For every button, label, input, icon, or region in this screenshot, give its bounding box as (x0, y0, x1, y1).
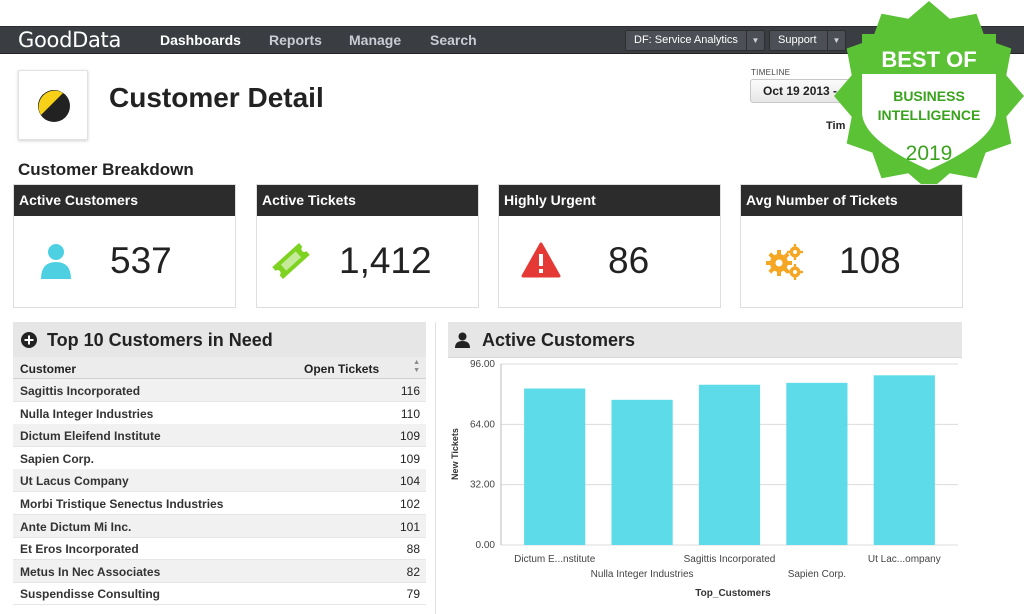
badge-ribbon (862, 34, 996, 74)
sort-icon[interactable]: ▲ ▼ (413, 359, 420, 374)
y-tick-label: 0.00 (476, 540, 496, 551)
open-tickets-cell: 104 (399, 474, 420, 489)
table-row[interactable]: Metus In Nec Associates 82 (13, 559, 426, 583)
customer-name-cell[interactable]: Dictum Eleifend Institute (20, 429, 161, 444)
open-tickets-cell: 88 (406, 542, 420, 557)
bar[interactable] (524, 388, 586, 545)
table-row[interactable]: Morbi Tristique Senectus Industries 102 (13, 492, 426, 515)
kpi-value: 86 (608, 240, 650, 281)
badge-year: 2019 (906, 142, 953, 165)
customer-name-cell[interactable]: Metus In Nec Associates (20, 564, 161, 579)
bar[interactable] (786, 382, 848, 545)
best-of-bi-badge: BEST OF BUSINESS INTELLIGENCE 2019 (834, 1, 1024, 191)
chart-panel-title: Active Customers (482, 330, 636, 350)
bar[interactable] (873, 375, 935, 545)
top-navbar: GoodData Dashboards Reports Manage Searc… (0, 26, 1024, 54)
table-row[interactable]: Nulla Integer Industries 110 (13, 402, 426, 425)
dashboard-icon-tile (18, 70, 88, 140)
customer-name-cell[interactable]: Ut Lacus Company (20, 474, 129, 489)
open-tickets-cell: 79 (406, 587, 420, 602)
section-title: Customer Breakdown (18, 160, 194, 179)
table-row[interactable]: Sapien Corp. 109 (13, 447, 426, 470)
chevron-down-icon: ▼ (746, 31, 764, 50)
kpi-label: Active Tickets (257, 185, 478, 216)
table-row[interactable]: Suspendisse Consulting 79 (13, 582, 426, 606)
table-panel-header: Top 10 Customers in Need (13, 322, 426, 358)
kpi-avg-tickets[interactable]: Avg Number of Tickets 108 (740, 184, 963, 308)
x-tick-label: Dictum E...nstitute (514, 554, 596, 565)
table-row[interactable]: Ut Lacus Company 104 (13, 469, 426, 493)
y-tick-label: 96.00 (470, 359, 495, 370)
badge-line2: BUSINESS (893, 88, 965, 104)
open-tickets-cell: 109 (399, 451, 420, 466)
bar[interactable] (698, 384, 761, 545)
open-tickets-cell: 102 (399, 497, 420, 511)
customer-name-cell[interactable]: Et Eros Incorporated (20, 542, 139, 557)
user-icon (41, 244, 71, 279)
bar[interactable] (611, 399, 673, 545)
dashboard-logo-icon (38, 90, 70, 122)
table-row[interactable]: Sagittis Incorporated 116 (13, 379, 426, 402)
user-icon (455, 332, 470, 348)
kpi-value: 537 (110, 240, 172, 281)
plus-circle-icon (21, 332, 37, 348)
table-row[interactable]: Ante Dictum Mi Inc. 101 (13, 514, 426, 538)
column-header-open-tickets[interactable]: Open Tickets (304, 362, 380, 376)
kpi-value: 108 (839, 240, 901, 281)
y-tick-label: 32.00 (470, 480, 495, 491)
nav-manage[interactable]: Manage (349, 32, 402, 48)
project-selector-button[interactable]: DF: Service Analytics ▼ (625, 30, 765, 51)
gooddata-logo[interactable]: GoodData (18, 28, 122, 52)
x-tick-label: Ut Lac...ompany (868, 554, 941, 565)
column-header-customer[interactable]: Customer (20, 362, 77, 376)
gears-icon (766, 244, 803, 280)
x-tick-label: Sapien Corp. (788, 569, 846, 580)
warning-icon (521, 242, 561, 278)
customer-name-cell[interactable]: Suspendisse Consulting (20, 587, 161, 602)
kpi-active-customers[interactable]: Active Customers 537 (13, 184, 236, 308)
y-tick-label: 64.00 (470, 419, 495, 430)
bar-chart: 0.00 32.00 64.00 96.00 Dictum E...nstitute N… (450, 359, 958, 599)
x-tick-label: Nulla Integer Industries (591, 569, 694, 580)
support-label: Support (778, 34, 817, 46)
ticket-icon (272, 243, 310, 279)
customer-name-cell[interactable]: Ante Dictum Mi Inc. (20, 519, 132, 534)
kpi-label: Highly Urgent (499, 185, 720, 216)
kpi-label: Avg Number of Tickets (741, 185, 962, 216)
open-tickets-cell: 82 (406, 564, 420, 579)
customer-name-cell[interactable]: Sagittis Incorporated (20, 384, 141, 398)
chevron-down-icon: ▼ (827, 31, 845, 50)
y-axis-title: New Tickets (450, 428, 460, 480)
chart-panel-header: Active Customers (448, 322, 962, 358)
nav-dashboards[interactable]: Dashboards (160, 32, 241, 48)
page-title: Customer Detail (109, 82, 324, 113)
time-label: Tim (826, 120, 846, 132)
table-header: Customer Open Tickets ▲ ▼ (13, 357, 426, 379)
timeline-label: TIMELINE (751, 68, 791, 77)
x-tick-label: Sagittis Incorporated (684, 554, 776, 565)
table-row[interactable]: Dictum Eleifend Institute 109 (13, 424, 426, 448)
table-row[interactable]: Et Eros Incorporated 88 (13, 537, 426, 561)
customer-name-cell[interactable]: Morbi Tristique Senectus Industries (20, 497, 224, 511)
kpi-highly-urgent[interactable]: Highly Urgent 86 (498, 184, 721, 308)
customer-name-cell[interactable]: Sapien Corp. (20, 451, 95, 466)
kpi-label: Active Customers (14, 185, 235, 216)
open-tickets-cell: 109 (399, 429, 420, 444)
x-axis-title: Top_Customers (695, 588, 771, 599)
badge-line3: INTELLIGENCE (878, 107, 981, 123)
nav-reports[interactable]: Reports (269, 32, 322, 48)
open-tickets-cell: 116 (400, 384, 420, 398)
open-tickets-cell: 101 (399, 519, 420, 534)
badge-line1: BEST OF (881, 47, 976, 72)
panel-divider (435, 322, 436, 614)
nav-search[interactable]: Search (430, 32, 477, 48)
kpi-value: 1,412 (339, 240, 432, 281)
project-selector-label: DF: Service Analytics (634, 34, 738, 46)
kpi-active-tickets[interactable]: Active Tickets 1,412 (256, 184, 479, 308)
support-button[interactable]: Support ▼ (769, 30, 846, 51)
customer-name-cell[interactable]: Nulla Integer Industries (20, 406, 154, 421)
open-tickets-cell: 110 (400, 406, 420, 421)
table-panel-title: Top 10 Customers in Need (47, 330, 273, 350)
